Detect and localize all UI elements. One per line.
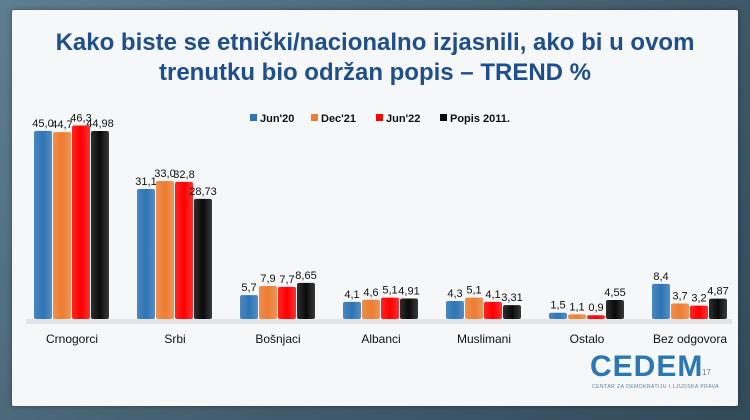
data-label: 44,7: [51, 119, 72, 131]
data-label: 1,1: [569, 301, 584, 313]
bar-bez-odgovora-0: [652, 283, 670, 319]
cedem-logo: CEDEM CENTAR ZA DEMOKRATIJU I LJUDSKA PR…: [590, 350, 720, 398]
bar-muslimani-3: [503, 305, 521, 319]
data-label: 4,55: [604, 287, 625, 299]
bar-bošnjaci-1: [259, 285, 277, 319]
data-label: 4,91: [398, 285, 419, 297]
legend-label: Popis 2011.: [450, 113, 510, 125]
bar-crnogorci-0: [34, 130, 52, 319]
bar-bošnjaci-2: [278, 286, 296, 319]
legend-swatch: [311, 114, 318, 121]
data-label: 7,9: [260, 273, 275, 285]
data-label: 1,5: [550, 300, 565, 312]
bar-crnogorci-2: [72, 125, 90, 319]
category-label: Bošnjaci: [255, 332, 300, 346]
data-label: 5,1: [382, 285, 397, 297]
bar-albanci-1: [362, 299, 380, 319]
bar-bez-odgovora-2: [690, 305, 708, 319]
bar-muslimani-1: [465, 297, 483, 319]
data-label: 28,73: [189, 186, 217, 198]
legend-label: Jun'20: [260, 113, 294, 125]
data-label: 33,0: [154, 168, 175, 180]
bar-bošnjaci-0: [240, 295, 258, 319]
legend-swatch: [250, 114, 257, 121]
category-label: Bez odgovora: [653, 332, 727, 346]
legend-label: Jun'22: [386, 113, 420, 125]
bar-muslimani-0: [446, 301, 464, 319]
data-label: 31,1: [135, 176, 156, 188]
data-label: 3,7: [672, 291, 687, 303]
bar-srbi-0: [137, 189, 155, 319]
bar-muslimani-2: [484, 301, 502, 319]
data-label: 44,98: [86, 118, 114, 130]
data-label: 7,7: [279, 274, 294, 286]
bar-ostalo-1: [568, 314, 586, 319]
category-label: Crnogorci: [46, 332, 98, 346]
data-label: 3,2: [691, 293, 706, 305]
bar-chart: 45,044,746,344,98 Crnogorci 31,133,032,8 28…: [26, 112, 732, 346]
slide-panel: Kako biste se etnički/nacionalno izjasni…: [12, 10, 738, 406]
bar-crnogorci-3: [91, 130, 109, 319]
data-label: 4,87: [707, 286, 728, 298]
bar-crnogorci-1: [53, 132, 71, 319]
bar-bez-odgovora-3: [709, 298, 727, 319]
bar-albanci-0: [343, 301, 361, 319]
category-label: Ostalo: [570, 332, 605, 346]
title-line-1: Kako biste se etnički/nacionalno izjasni…: [55, 29, 695, 56]
data-label: 5,1: [466, 285, 481, 297]
bar-albanci-2: [381, 297, 399, 319]
legend-swatch: [440, 114, 447, 121]
bar-srbi-3: [194, 198, 212, 319]
data-label: 45,0: [32, 118, 53, 130]
legend-swatch: [376, 114, 383, 121]
bar-bez-odgovora-1: [671, 303, 689, 319]
bar-srbi-2: [175, 181, 193, 319]
bar-srbi-1: [156, 181, 174, 319]
data-label: 4,6: [363, 287, 378, 299]
category-label: Albanci: [361, 332, 400, 346]
logo-wordmark: CEDEM: [590, 350, 704, 383]
data-label: 4,1: [344, 289, 359, 301]
data-label: 4,1: [485, 289, 500, 301]
bar-ostalo-3: [606, 299, 624, 319]
data-label: 46,3: [70, 112, 91, 124]
category-label: Muslimani: [457, 332, 511, 346]
data-label: 4,3: [447, 288, 462, 300]
data-label: 32,8: [173, 169, 194, 181]
bar-ostalo-2: [587, 315, 605, 319]
bar-albanci-3: [400, 298, 418, 319]
data-label: 8,4: [653, 271, 668, 283]
data-label: 8,65: [295, 270, 316, 282]
data-label: 5,7: [241, 282, 256, 294]
page-number: 17: [702, 368, 711, 377]
chart-floor: [26, 319, 732, 324]
title-line-2: trenutku bio održan popis – TREND %: [158, 59, 591, 86]
bar-bošnjaci-3: [297, 282, 315, 319]
bar-ostalo-0: [549, 312, 567, 319]
logo-subtitle: CENTAR ZA DEMOKRATIJU I LJUDSKA PRAVA: [592, 384, 720, 390]
category-label: Srbi: [164, 332, 185, 346]
chart-title: Kako biste se etnički/nacionalno izjasni…: [12, 28, 738, 88]
legend-label: Dec'21: [321, 113, 356, 125]
data-label: 0,9: [588, 302, 603, 314]
data-label: 3,31: [501, 292, 522, 304]
